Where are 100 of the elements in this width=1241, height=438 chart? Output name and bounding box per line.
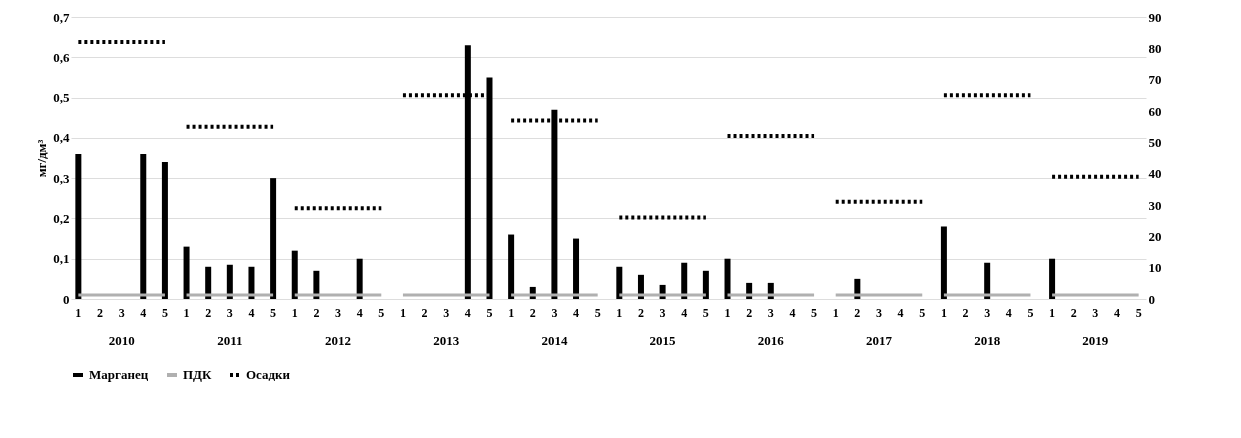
bar bbox=[940, 226, 947, 299]
x-tick-label: 5 bbox=[919, 305, 926, 320]
x-tick-label: 2 bbox=[1070, 305, 1077, 320]
text: 2016 bbox=[757, 333, 785, 348]
x-tick-label: 3 bbox=[984, 305, 991, 320]
x-tick-label: 3 bbox=[443, 305, 450, 320]
x-tick-label: 2 bbox=[421, 305, 428, 320]
x-tick-label: 1 bbox=[399, 305, 406, 320]
x-tick-label: 4 bbox=[1005, 305, 1012, 320]
x-tick-label: 3 bbox=[875, 305, 882, 320]
bar bbox=[573, 238, 580, 299]
x-tick-label: 4 bbox=[356, 305, 363, 320]
bar bbox=[205, 266, 212, 299]
bar bbox=[161, 162, 168, 299]
x-tick-label: 2 bbox=[313, 305, 320, 320]
x-tick-label: 1 bbox=[616, 305, 623, 320]
x-tick-label: 3 bbox=[226, 305, 233, 320]
x-tick-label: 5 bbox=[486, 305, 493, 320]
y2-tick-label: 60 bbox=[1148, 103, 1162, 119]
x-tick-label: 2 bbox=[962, 305, 969, 320]
x-tick-label: 1 bbox=[832, 305, 839, 320]
x-tick-label: 4 bbox=[1114, 305, 1120, 320]
y-axis-title: мг/дм³ bbox=[34, 139, 50, 178]
text: 2014 bbox=[541, 333, 568, 348]
x-tick-label: 5 bbox=[378, 305, 385, 320]
x-tick-label: 2 bbox=[746, 305, 753, 320]
bar bbox=[681, 262, 688, 299]
x-tick-label: 2 bbox=[97, 305, 103, 320]
y-tick-label: 0,1 bbox=[53, 251, 70, 267]
bar bbox=[724, 258, 731, 299]
x-tick-label: 1 bbox=[75, 305, 82, 320]
bar bbox=[702, 270, 709, 299]
x-tick-label: 4 bbox=[897, 305, 904, 320]
y2-tick-label: 40 bbox=[1148, 166, 1162, 182]
legend-label: Марганец bbox=[89, 367, 149, 382]
y2-tick-label: 50 bbox=[1148, 134, 1162, 150]
y2-tick-label: 70 bbox=[1148, 72, 1162, 88]
y2-tick-label: 80 bbox=[1148, 40, 1162, 56]
bar bbox=[356, 258, 363, 299]
bar bbox=[75, 153, 82, 299]
x-tick-label: 5 bbox=[702, 305, 709, 320]
x-tick-label: 1 bbox=[291, 305, 298, 320]
y-tick-label: 0,3 bbox=[53, 170, 70, 186]
x-tick-label: 1 bbox=[183, 305, 190, 320]
bar bbox=[183, 246, 190, 299]
bar bbox=[616, 266, 623, 299]
bar bbox=[270, 178, 277, 299]
y-tick-label: 0,7 bbox=[53, 9, 70, 25]
y2-tick-label: 0 bbox=[1148, 291, 1155, 307]
y2-tick-label: 10 bbox=[1148, 260, 1162, 276]
legend-label: ПДК bbox=[183, 367, 213, 382]
bar bbox=[248, 266, 255, 299]
y2-tick-label: 30 bbox=[1148, 197, 1162, 213]
bar bbox=[140, 153, 147, 299]
x-tick-label: 4 bbox=[681, 305, 688, 320]
x-tick-label: 4 bbox=[789, 305, 796, 320]
text: 2013 bbox=[433, 333, 460, 348]
x-tick-label: 3 bbox=[659, 305, 666, 320]
text: 2015 bbox=[649, 333, 677, 348]
x-tick-label: 2 bbox=[637, 305, 644, 320]
bar bbox=[291, 250, 298, 299]
y-tick-label: 0 bbox=[63, 291, 70, 307]
text: 2012 bbox=[325, 333, 352, 348]
text: 2017 bbox=[865, 333, 893, 348]
x-tick-label: 5 bbox=[594, 305, 601, 320]
x-tick-label: 4 bbox=[248, 305, 255, 320]
x-tick-label: 5 bbox=[161, 305, 168, 320]
x-tick-label: 3 bbox=[551, 305, 558, 320]
y2-tick-label: 20 bbox=[1148, 228, 1162, 244]
bar bbox=[1049, 258, 1056, 299]
text: 2010 bbox=[108, 333, 135, 348]
x-tick-label: 4 bbox=[464, 305, 471, 320]
x-tick-label: 5 bbox=[1027, 305, 1034, 320]
y-tick-label: 0,4 bbox=[53, 130, 70, 146]
x-tick-label: 4 bbox=[140, 305, 147, 320]
x-tick-label: 4 bbox=[573, 305, 580, 320]
text: 2019 bbox=[1082, 333, 1109, 348]
x-tick-label: 3 bbox=[767, 305, 774, 320]
x-tick-label: 1 bbox=[508, 305, 515, 320]
x-tick-label: 5 bbox=[270, 305, 277, 320]
bar bbox=[508, 234, 515, 299]
text: 2011 bbox=[217, 333, 243, 348]
y2-tick-label: 90 bbox=[1148, 9, 1162, 25]
bar bbox=[226, 264, 233, 299]
x-tick-label: 3 bbox=[1092, 305, 1099, 320]
x-tick-label: 2 bbox=[529, 305, 536, 320]
text: 2018 bbox=[974, 333, 1001, 348]
x-tick-label: 3 bbox=[335, 305, 342, 320]
y-tick-label: 0,5 bbox=[53, 90, 70, 106]
y-tick-label: 0,2 bbox=[53, 210, 70, 226]
x-tick-label: 5 bbox=[811, 305, 818, 320]
x-tick-label: 5 bbox=[1135, 305, 1142, 320]
legend-label: Осадки bbox=[246, 367, 291, 382]
x-tick-label: 1 bbox=[724, 305, 731, 320]
x-tick-label: 1 bbox=[940, 305, 947, 320]
x-tick-label: 3 bbox=[118, 305, 125, 320]
y-tick-label: 0,6 bbox=[53, 49, 70, 65]
x-tick-label: 2 bbox=[205, 305, 212, 320]
bar bbox=[984, 262, 991, 299]
x-tick-label: 2 bbox=[854, 305, 861, 320]
